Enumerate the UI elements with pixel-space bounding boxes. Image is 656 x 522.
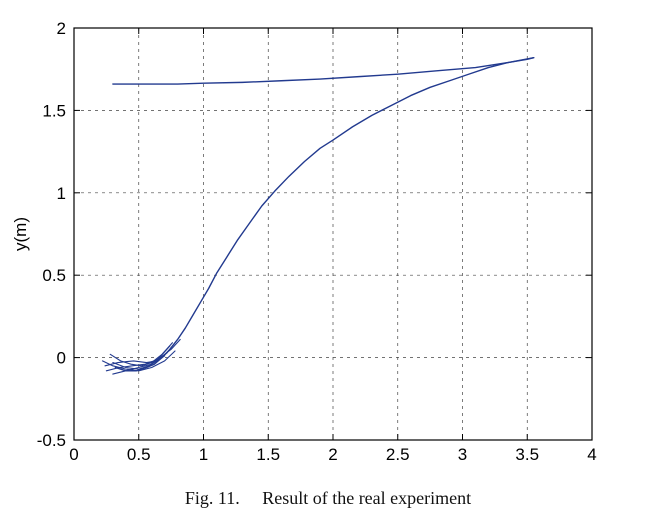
x-tick-label: 2 <box>328 445 337 464</box>
y-tick-label: 1.5 <box>42 101 66 120</box>
x-tick-label: 2.5 <box>386 445 410 464</box>
x-tick-label: 0 <box>69 445 78 464</box>
trajectory-chart: 00.511.522.533.54-0.500.511.52x (m)y(m) <box>0 0 656 470</box>
y-tick-label: 0.5 <box>42 266 66 285</box>
x-tick-label: 3 <box>458 445 467 464</box>
y-tick-label: 0 <box>57 349 66 368</box>
x-tick-label: 0.5 <box>127 445 151 464</box>
x-tick-label: 1.5 <box>256 445 280 464</box>
y-tick-label: -0.5 <box>37 431 66 450</box>
x-tick-label: 1 <box>199 445 208 464</box>
caption-text: Result of the real experiment <box>262 488 471 508</box>
figure-container: 00.511.522.533.54-0.500.511.52x (m)y(m) … <box>0 0 656 522</box>
figure-caption: Fig. 11. Result of the real experiment <box>0 488 656 509</box>
y-axis-label: y(m) <box>11 217 30 251</box>
caption-prefix: Fig. 11. <box>185 488 240 508</box>
y-tick-label: 1 <box>57 184 66 203</box>
x-tick-label: 4 <box>587 445 596 464</box>
x-axis-label: x (m) <box>314 467 353 470</box>
x-tick-label: 3.5 <box>515 445 539 464</box>
y-tick-label: 2 <box>57 19 66 38</box>
